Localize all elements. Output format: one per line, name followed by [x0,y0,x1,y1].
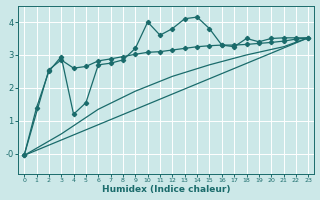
X-axis label: Humidex (Indice chaleur): Humidex (Indice chaleur) [102,185,230,194]
